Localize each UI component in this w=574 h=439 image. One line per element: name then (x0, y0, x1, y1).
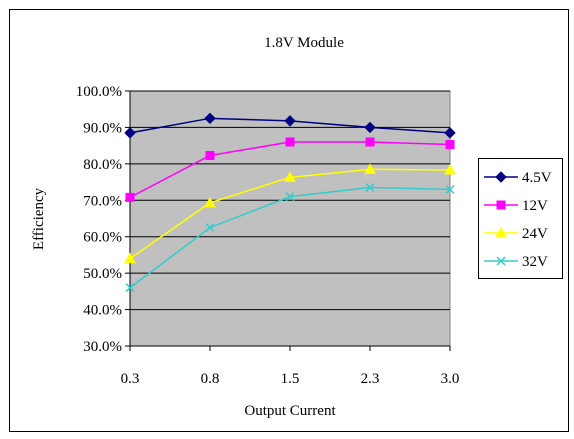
marker-stroke (285, 192, 295, 202)
y-tick-label: 60.0% (83, 230, 122, 246)
data-point (445, 184, 455, 194)
y-tick-label: 70.0% (83, 193, 122, 209)
x-tick-label: 1.5 (281, 371, 300, 387)
legend-marker (495, 171, 507, 183)
data-point (125, 283, 135, 293)
data-point (205, 223, 215, 233)
gridlines (130, 90, 450, 311)
axes: 30.0% 40.0% 50.0% 60.0% 70.0% 80.0% 90.0% 100.0… (76, 84, 460, 387)
x-tick-label: 3.0 (441, 371, 460, 387)
data-point (204, 196, 216, 208)
x-tick-label: 2.3 (361, 371, 380, 387)
chart-title: 1.8V Module (264, 35, 344, 51)
marker-stroke (496, 256, 506, 266)
y-tick-label: 40.0% (83, 303, 122, 319)
data-point (284, 115, 296, 127)
y-tick-label: 50.0% (83, 266, 122, 282)
data-point (444, 127, 456, 139)
series-3 (125, 183, 455, 293)
plot-area (129, 90, 451, 347)
legend-marker (496, 256, 506, 266)
marker-stroke (445, 184, 455, 194)
legend-label: 24V (522, 226, 548, 242)
data-point (365, 183, 375, 193)
legend-entry: 24V (484, 226, 548, 242)
legend-entry: 32V (484, 254, 548, 270)
data-point (124, 127, 136, 139)
series-1 (125, 137, 455, 202)
y-axis-label: Efficiency (31, 187, 47, 250)
data-point (365, 137, 375, 147)
series-lines (124, 112, 456, 293)
series-0 (124, 112, 456, 139)
marker-stroke (365, 183, 375, 193)
data-point (364, 163, 376, 174)
legend-marker (495, 226, 507, 238)
legend-label: 4.5V (522, 170, 552, 186)
data-point (204, 112, 216, 125)
legend: 4.5V 12V 24V 32V (478, 158, 563, 279)
x-axis-label: Output Current (244, 403, 336, 419)
legend-entry: 4.5V (484, 170, 552, 186)
y-tick-label: 30.0% (83, 339, 122, 355)
legend-entry: 12V (484, 198, 548, 214)
legend-box (478, 158, 563, 279)
marker-stroke (125, 283, 135, 293)
data-point (205, 150, 215, 160)
data-point (444, 164, 456, 175)
data-point (285, 137, 295, 147)
data-point (284, 171, 296, 182)
marker-stroke (205, 223, 215, 233)
x-tick-label: 0.8 (201, 371, 220, 387)
legend-label: 12V (522, 198, 548, 214)
data-point (125, 192, 135, 202)
data-point (285, 192, 295, 202)
legend-label: 32V (522, 254, 548, 270)
x-tick-label: 0.3 (121, 371, 140, 387)
y-tick-label: 90.0% (83, 120, 122, 136)
series-2 (124, 163, 456, 264)
y-tick-label: 80.0% (83, 157, 122, 173)
data-point (445, 140, 455, 150)
data-point (364, 121, 376, 134)
data-point (124, 252, 136, 264)
legend-marker (496, 200, 506, 210)
y-tick-label: 100.0% (76, 84, 122, 100)
